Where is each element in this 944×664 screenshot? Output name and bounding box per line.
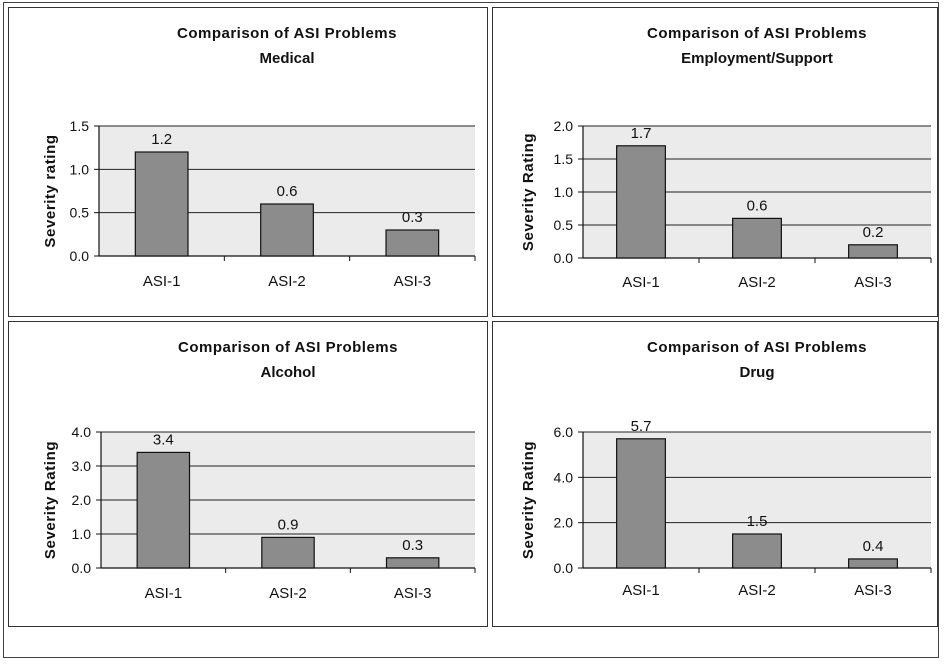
bar-value-label: 3.4	[153, 431, 174, 448]
y-tick-label: 0.0	[72, 560, 92, 576]
bar-asi-2	[732, 533, 782, 569]
chart-subtitle: Medical	[259, 50, 314, 67]
bar-asi-2	[261, 536, 315, 569]
y-axis-label: Severity rating	[42, 134, 59, 247]
chart-subtitle: Drug	[740, 364, 775, 381]
bar-value-label: 1.7	[631, 125, 652, 142]
x-tick-label: ASI-3	[854, 582, 892, 599]
bar-value-label: 1.2	[151, 131, 172, 148]
bar-value-label: 0.3	[402, 537, 423, 554]
x-tick-label: ASI-2	[268, 273, 306, 290]
y-axis-label: Severity Rating	[520, 441, 537, 559]
chart-subtitle: Employment/Support	[681, 50, 833, 67]
y-axis-label: Severity Rating	[520, 133, 537, 251]
chart-panel-alcohol: Comparison of ASI Problems Alcohol 0.0 1.0 2…	[8, 321, 488, 627]
y-axis-label: Severity Rating	[42, 441, 59, 559]
x-tick-label: ASI-3	[394, 273, 432, 290]
y-tick-label: 0.5	[70, 205, 90, 221]
x-tick-label: ASI-2	[269, 585, 307, 602]
bar-asi-1	[616, 145, 666, 259]
y-tick-label: 1.0	[554, 184, 574, 200]
y-tick-label: 2.0	[554, 118, 574, 134]
bar-asi-3	[385, 557, 440, 569]
bar-asi-2	[732, 217, 782, 259]
chart-panel-drug: Comparison of ASI Problems Drug 0.0 2.0 4.0 6…	[492, 321, 938, 627]
bar-asi-3	[848, 558, 898, 569]
bar-asi-1	[616, 438, 666, 569]
x-tick-label: ASI-1	[622, 274, 660, 291]
x-tick-label: ASI-3	[394, 585, 432, 602]
bar-value-label: 0.9	[278, 516, 299, 533]
y-tick-label: 3.0	[72, 458, 92, 474]
bar-asi-3	[848, 244, 898, 259]
y-tick-label: 1.5	[554, 151, 574, 167]
bar-asi-1	[134, 151, 189, 257]
bar-value-label: 0.2	[863, 224, 884, 241]
chart-employment-support: Comparison of ASI Problems Employment/Sup…	[520, 25, 932, 291]
bar-asi-3	[385, 229, 440, 257]
bar-value-label: 1.5	[747, 513, 768, 530]
figure-frame: Comparison of ASI Problems Medical 0.0 0.5 1…	[3, 2, 939, 658]
chart-panel-employment: Comparison of ASI Problems Employment/Sup…	[492, 7, 938, 317]
y-tick-label: 1.5	[70, 118, 90, 134]
y-tick-label: 6.0	[554, 424, 574, 440]
chart-medical: Comparison of ASI Problems Medical 0.0 0.5 1…	[42, 25, 476, 290]
bar-asi-2	[260, 203, 314, 257]
chart-title: Comparison of ASI Problems	[647, 25, 867, 42]
chart-panel-medical: Comparison of ASI Problems Medical 0.0 0.5 1…	[8, 7, 488, 317]
bar-value-label: 5.7	[631, 418, 652, 435]
bar-value-label: 0.6	[747, 197, 768, 214]
bar-value-label: 0.6	[277, 183, 298, 200]
chart-title: Comparison of ASI Problems	[647, 339, 867, 356]
chart-drug: Comparison of ASI Problems Drug 0.0 2.0 4.0 6…	[520, 339, 932, 599]
bar-asi-1	[136, 451, 191, 569]
x-tick-label: ASI-1	[622, 582, 660, 599]
chart-title: Comparison of ASI Problems	[178, 339, 398, 356]
x-tick-label: ASI-2	[738, 582, 776, 599]
y-tick-label: 1.0	[70, 161, 90, 177]
y-tick-label: 2.0	[72, 492, 92, 508]
bar-value-label: 0.4	[863, 538, 884, 555]
y-tick-label: 2.0	[554, 515, 574, 531]
x-tick-label: ASI-1	[145, 585, 183, 602]
x-tick-label: ASI-2	[738, 274, 776, 291]
y-tick-label: 0.0	[70, 248, 90, 264]
y-tick-label: 4.0	[72, 424, 92, 440]
y-tick-label: 1.0	[72, 526, 92, 542]
x-tick-label: ASI-1	[143, 273, 181, 290]
chart-alcohol: Comparison of ASI Problems Alcohol 0.0 1.0 2…	[42, 339, 476, 602]
x-tick-label: ASI-3	[854, 274, 892, 291]
y-tick-label: 0.0	[554, 250, 574, 266]
bar-value-label: 0.3	[402, 209, 423, 226]
chart-subtitle: Alcohol	[261, 364, 316, 381]
chart-title: Comparison of ASI Problems	[177, 25, 397, 42]
y-tick-label: 0.5	[554, 217, 574, 233]
y-tick-label: 0.0	[554, 560, 574, 576]
y-tick-label: 4.0	[554, 469, 574, 485]
